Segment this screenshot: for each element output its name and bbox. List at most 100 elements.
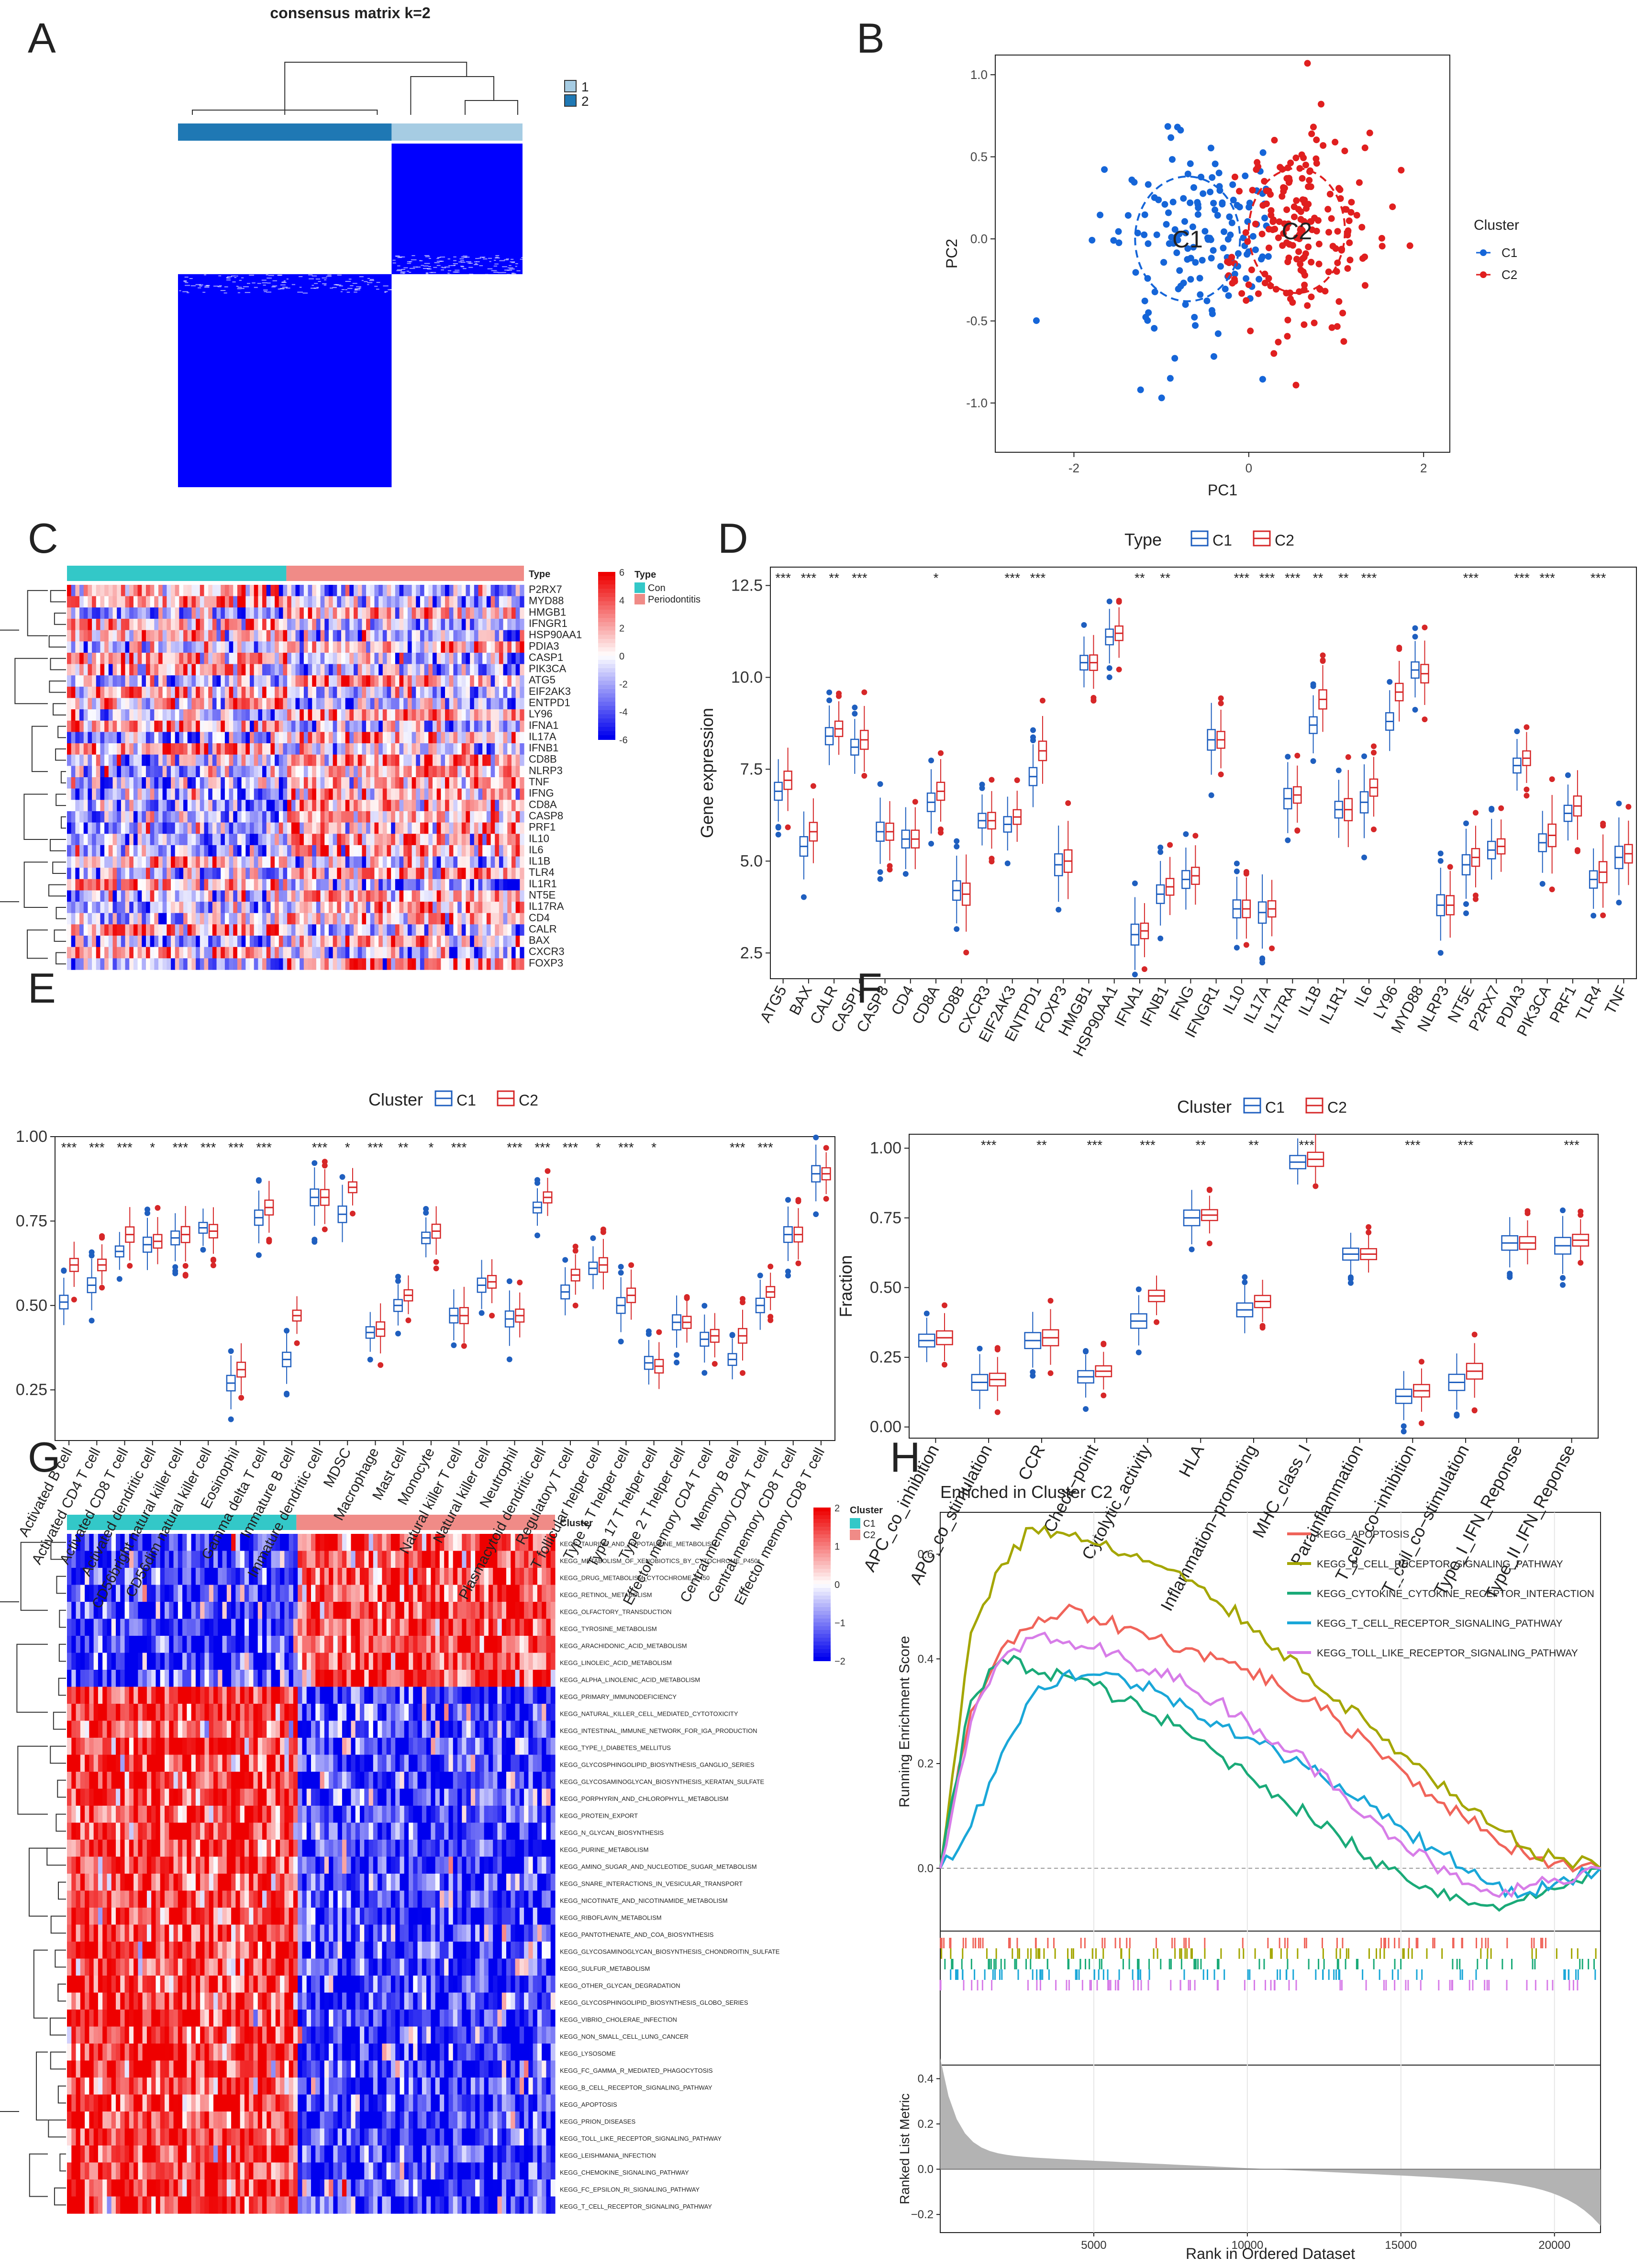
point-c2: [1358, 224, 1365, 231]
heatmap-cell: [283, 834, 287, 845]
panel-label-d: D: [718, 514, 748, 562]
heatmap-cell: [258, 585, 262, 596]
noise-mark: [393, 262, 396, 263]
point-c2: [1341, 147, 1348, 154]
heatmap-cell: [233, 630, 237, 642]
heatmap-cell: [154, 630, 158, 642]
heatmap-cell: [287, 800, 291, 811]
scale-tick-label: 6: [619, 568, 624, 578]
heatmap-cell: [92, 675, 96, 687]
heatmap-cell: [503, 653, 508, 664]
heatmap-cell: [221, 890, 225, 902]
heatmap-cell: [474, 947, 478, 959]
heatmap-cell: [133, 596, 138, 608]
noise-mark: [345, 289, 347, 290]
heatmap-cell: [109, 800, 113, 811]
heatmap-cell: [267, 958, 271, 970]
noise-mark: [433, 267, 437, 268]
heatmap-cell: [204, 890, 209, 902]
heatmap-cell: [478, 766, 483, 777]
heatmap-cell: [167, 732, 171, 743]
point-c1: [1195, 204, 1201, 211]
heatmap-cell: [208, 664, 212, 676]
heatmap-cell: [441, 619, 445, 630]
heatmap-cell: [258, 743, 262, 755]
heatmap-cell: [491, 902, 495, 913]
heatmap-cell: [349, 721, 354, 732]
heatmap-cell: [420, 924, 424, 936]
heatmap-cell: [387, 766, 391, 777]
row-label: HMGB1: [529, 606, 566, 618]
heatmap-cell: [324, 630, 329, 642]
heatmap-cell: [478, 868, 483, 879]
group-legend-key: [634, 582, 645, 593]
heatmap-cell: [142, 902, 146, 913]
heatmap-cell: [495, 766, 499, 777]
heatmap-cell: [146, 607, 150, 619]
heatmap-cell: [283, 936, 287, 947]
heatmap-cell: [495, 879, 499, 891]
heatmap-cell: [403, 698, 408, 709]
heatmap-cell: [146, 845, 150, 857]
heatmap-cell: [208, 709, 212, 721]
heatmap-cell: [275, 630, 279, 642]
heatmap-cell: [167, 619, 171, 630]
heatmap-cell: [287, 664, 291, 676]
heatmap-cell: [104, 845, 109, 857]
heatmap-cell: [270, 958, 275, 970]
heatmap-cell: [503, 698, 508, 709]
heatmap-cell: [364, 1585, 369, 1602]
heatmap-cell: [67, 924, 71, 936]
heatmap-cell: [308, 698, 312, 709]
heatmap-cell: [366, 585, 370, 596]
noise-mark: [511, 259, 513, 260]
heatmap-cell: [482, 958, 487, 970]
heatmap-cell: [254, 721, 258, 732]
heatmap-cell: [270, 823, 275, 834]
heatmap-cell: [287, 947, 291, 959]
heatmap-cell: [262, 630, 267, 642]
group-legend-title: Type: [634, 570, 656, 580]
point-c2: [1306, 177, 1312, 184]
heatmap-cell: [471, 1534, 476, 1551]
heatmap-cell: [478, 732, 483, 743]
heatmap-cell: [100, 800, 104, 811]
heatmap-cell: [462, 924, 466, 936]
heatmap-cell: [408, 857, 412, 868]
heatmap-cell: [366, 732, 370, 743]
heatmap-cell: [400, 857, 404, 868]
heatmap-cell: [237, 868, 242, 879]
heatmap-cell: [142, 823, 146, 834]
scale-step: [598, 635, 615, 639]
heatmap-cell: [167, 811, 171, 823]
heatmap-cell: [67, 879, 71, 891]
point-c1: [1167, 375, 1174, 382]
heatmap-cell: [358, 924, 362, 936]
heatmap-cell: [71, 585, 76, 596]
heatmap-cell: [449, 766, 454, 777]
heatmap-cell: [408, 811, 412, 823]
heatmap-cell: [129, 607, 133, 619]
heatmap-cell: [408, 845, 412, 857]
heatmap-cell: [428, 868, 433, 879]
heatmap-cell: [200, 732, 204, 743]
heatmap-cell: [121, 630, 125, 642]
heatmap-cell: [308, 902, 312, 913]
noise-mark: [383, 285, 388, 286]
heatmap-cell: [212, 698, 217, 709]
heatmap-cell: [88, 857, 92, 868]
heatmap-cell: [171, 766, 175, 777]
heatmap-cell: [84, 947, 88, 959]
heatmap-cell: [370, 743, 375, 755]
row-label: IFNGR1: [529, 617, 567, 629]
point-c1: [1210, 247, 1217, 254]
heatmap-cell: [329, 789, 333, 800]
heatmap-cell: [462, 789, 466, 800]
heatmap-cell: [262, 698, 267, 709]
heatmap-cell: [96, 630, 100, 642]
heatmap-cell: [482, 902, 487, 913]
heatmap-cell: [225, 777, 229, 789]
noise-mark: [347, 292, 350, 293]
heatmap-cell: [349, 687, 354, 698]
scale-step: [598, 584, 615, 589]
